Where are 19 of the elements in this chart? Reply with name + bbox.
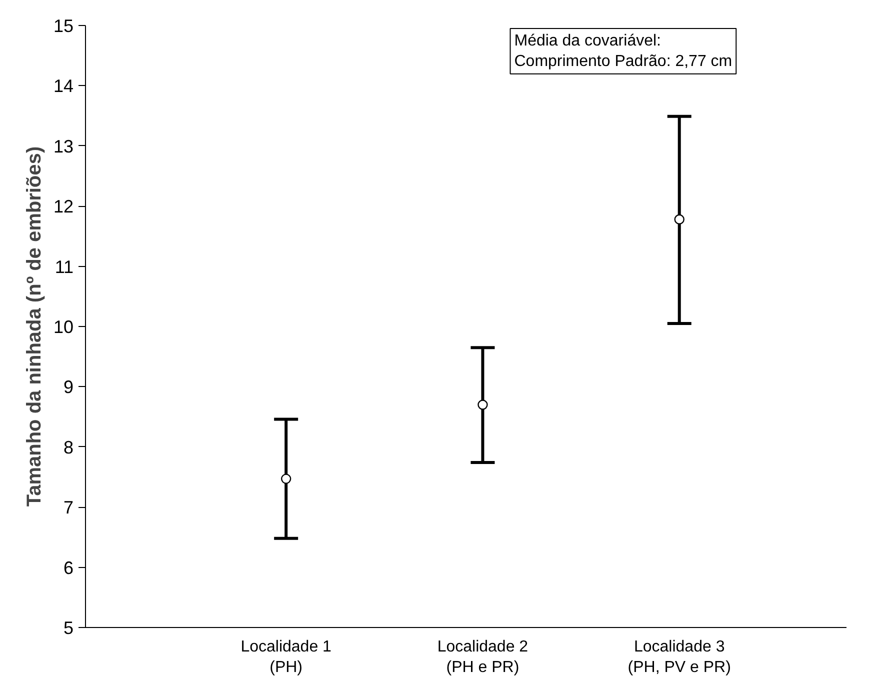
y-tick-label: 7 — [63, 498, 74, 518]
y-tick-label: 15 — [53, 16, 74, 36]
y-tick-label: 5 — [63, 618, 74, 638]
y-tick-label: 8 — [63, 437, 74, 458]
y-tick-label: 9 — [63, 377, 74, 398]
y-axis-title: Tamanho da ninhada (nº de embriões) — [23, 146, 46, 507]
y-tick-label: 13 — [53, 136, 74, 156]
point — [674, 214, 684, 224]
x-tick-label: Localidade 3 (PH, PV e PR) — [628, 638, 731, 676]
y-tick-label: 6 — [63, 558, 74, 578]
y-tick-label: 14 — [53, 76, 74, 96]
y-tick-label: 12 — [53, 196, 74, 217]
point — [478, 400, 488, 410]
point — [280, 474, 292, 484]
y-tick-label: 10 — [53, 317, 74, 337]
y-tick-label: 11 — [54, 256, 74, 277]
x-tick-label: Localidade 1 (PH) — [240, 638, 332, 676]
annotation: Média da covariável: Comprimento Padrão: 2,77 cm — [514, 32, 732, 70]
x-tick-label: Localidade 2 (PH e PR) — [437, 638, 528, 676]
